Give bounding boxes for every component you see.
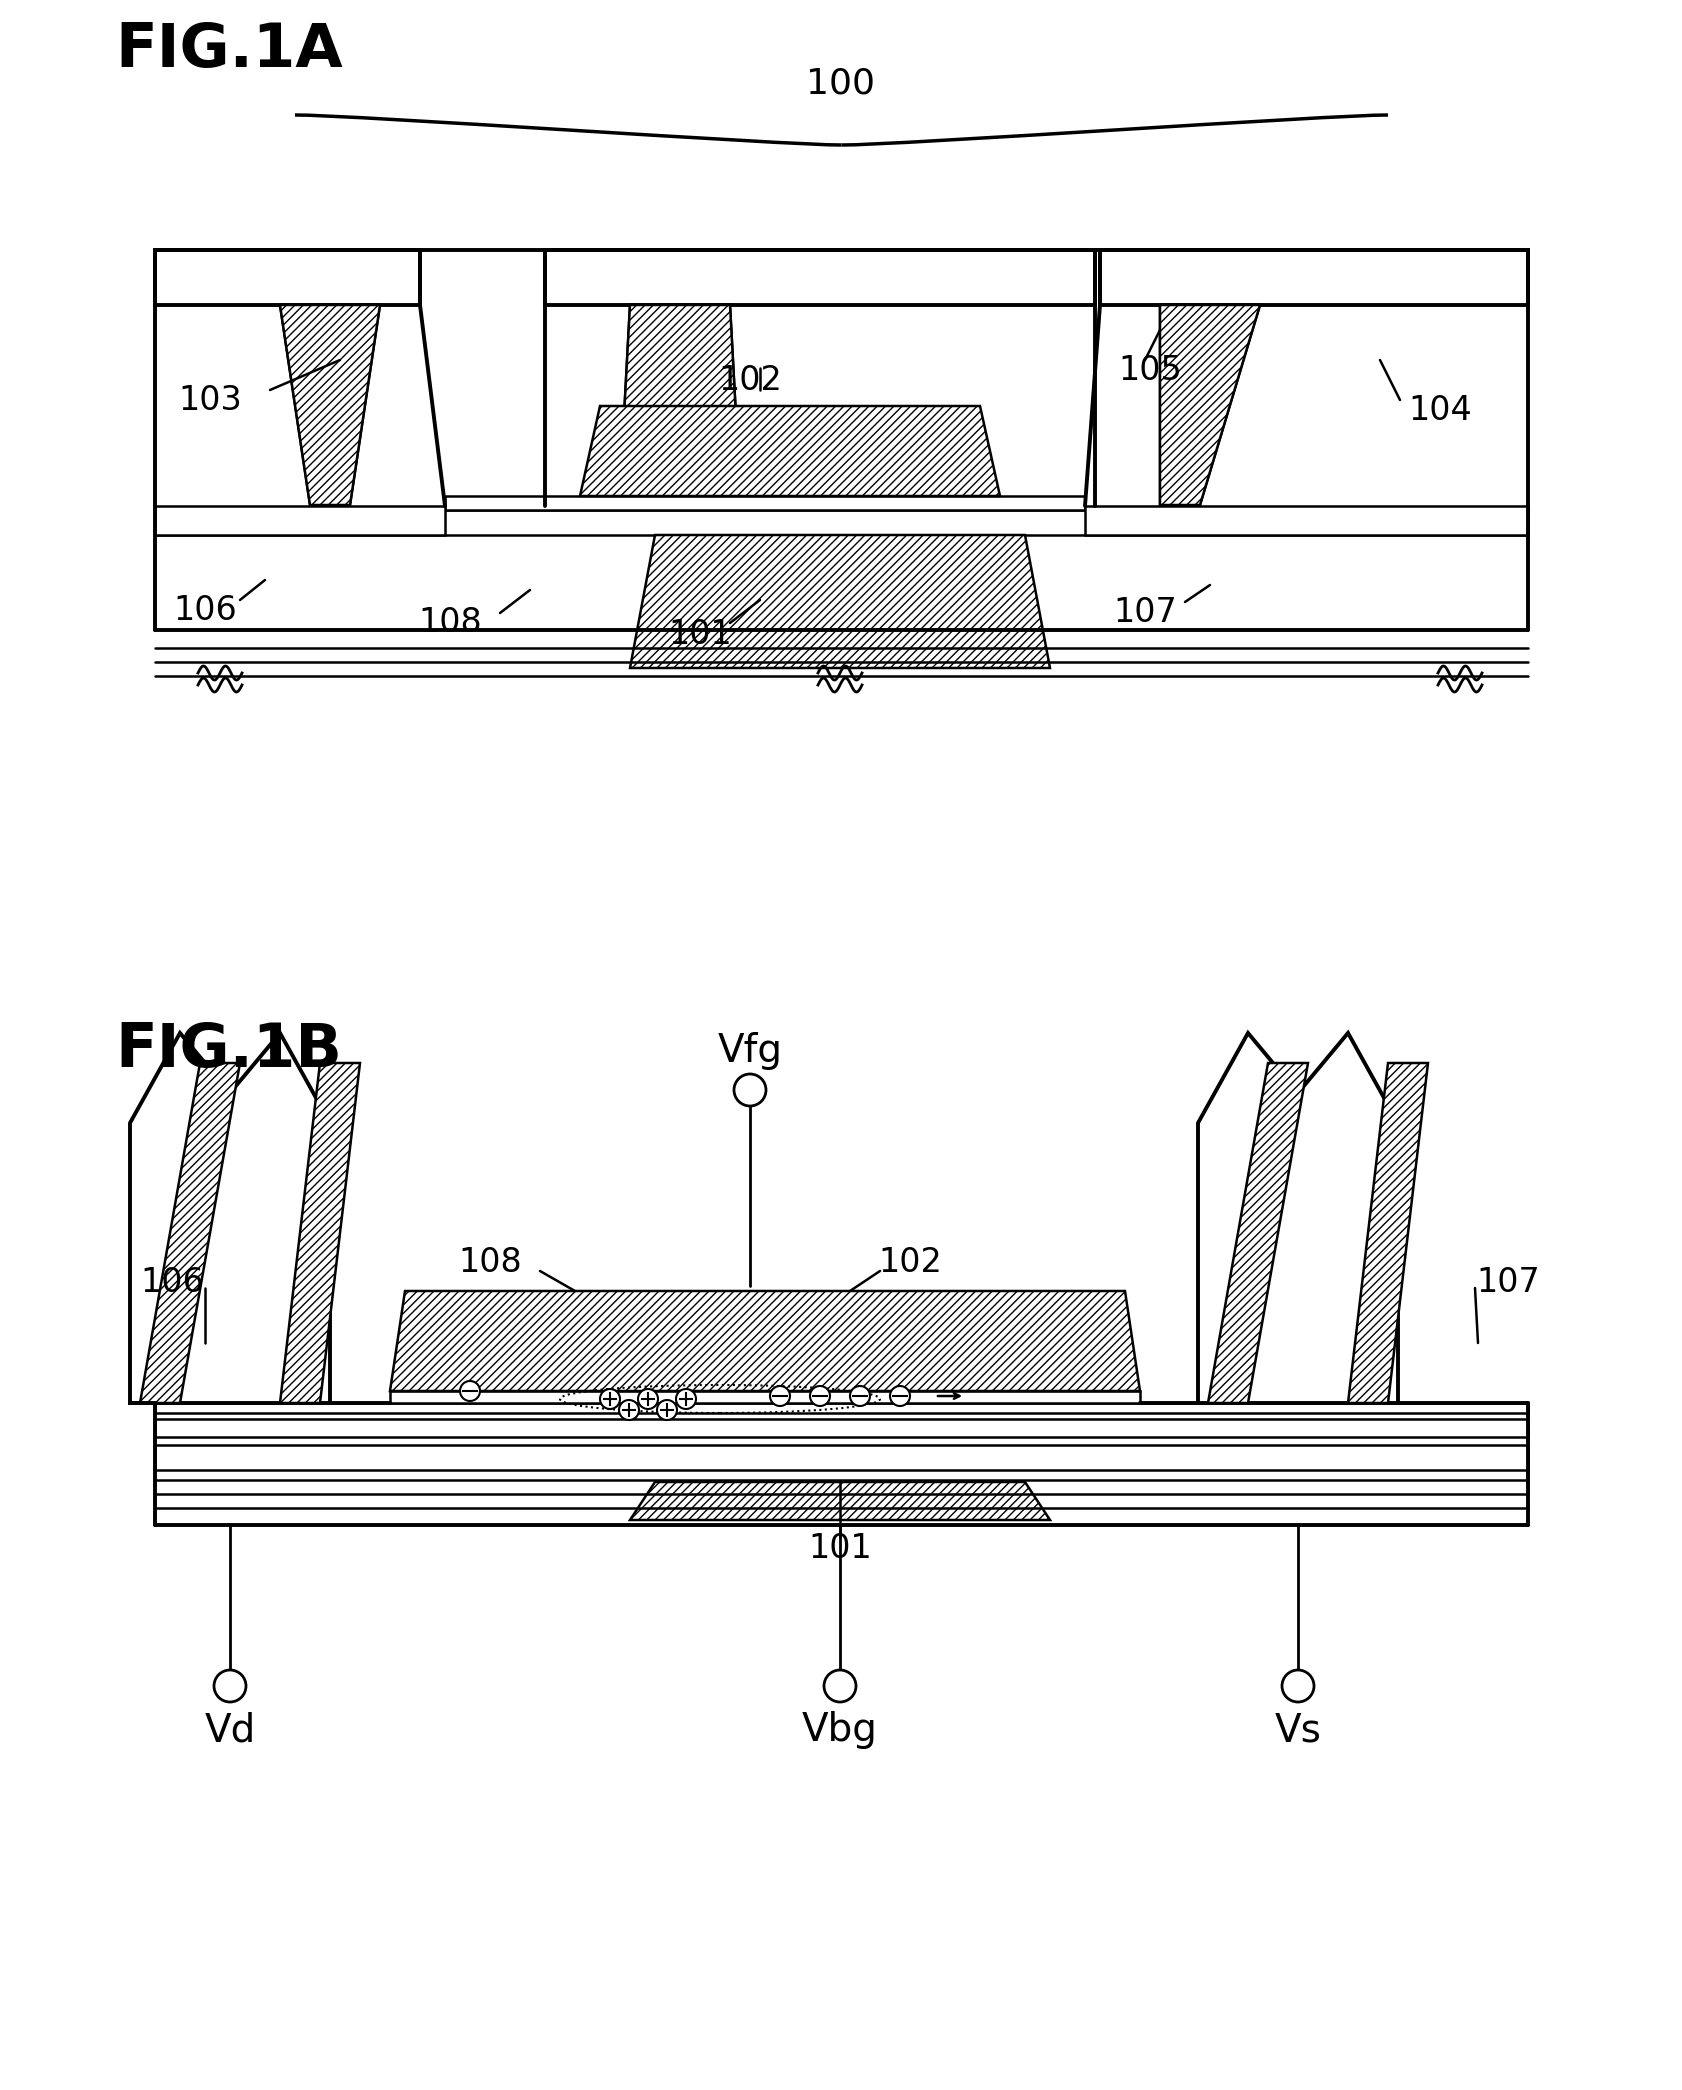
Text: 108: 108 <box>458 1246 521 1279</box>
Text: Vd: Vd <box>204 1712 256 1749</box>
Polygon shape <box>629 535 1050 669</box>
Polygon shape <box>140 1064 241 1402</box>
Polygon shape <box>155 1402 1527 1413</box>
Text: 103: 103 <box>178 382 242 416</box>
Circle shape <box>459 1381 479 1400</box>
Circle shape <box>1282 1670 1314 1701</box>
Circle shape <box>214 1670 246 1701</box>
Circle shape <box>809 1386 829 1407</box>
Text: Vfg: Vfg <box>717 1032 782 1070</box>
Text: 101: 101 <box>668 619 732 652</box>
Text: 106: 106 <box>140 1267 204 1300</box>
Polygon shape <box>444 495 1085 510</box>
Text: FIG.1A: FIG.1A <box>114 21 343 79</box>
Polygon shape <box>155 506 444 535</box>
Polygon shape <box>545 251 1095 305</box>
Polygon shape <box>1100 251 1527 305</box>
Polygon shape <box>1159 305 1260 506</box>
Polygon shape <box>155 1419 1527 1438</box>
Circle shape <box>824 1670 856 1701</box>
Circle shape <box>637 1390 658 1409</box>
Polygon shape <box>1198 1032 1398 1402</box>
Text: 107: 107 <box>1112 596 1176 629</box>
Polygon shape <box>279 1064 360 1402</box>
Circle shape <box>676 1390 696 1409</box>
Polygon shape <box>580 405 999 495</box>
Text: 105: 105 <box>1117 353 1181 387</box>
Circle shape <box>890 1386 910 1407</box>
Text: Vbg: Vbg <box>802 1712 878 1749</box>
Polygon shape <box>1208 1064 1307 1402</box>
Text: 102: 102 <box>718 364 782 397</box>
Circle shape <box>619 1400 639 1419</box>
Polygon shape <box>619 305 740 491</box>
Circle shape <box>600 1390 619 1409</box>
Text: 107: 107 <box>1475 1267 1539 1300</box>
Polygon shape <box>629 1482 1050 1519</box>
Circle shape <box>656 1400 676 1419</box>
Circle shape <box>849 1386 870 1407</box>
Text: FIG.1B: FIG.1B <box>114 1020 341 1081</box>
Text: 104: 104 <box>1408 393 1472 426</box>
Text: 100: 100 <box>806 67 875 100</box>
Polygon shape <box>390 1292 1139 1392</box>
Polygon shape <box>155 1444 1527 1469</box>
Polygon shape <box>390 1392 1139 1402</box>
Text: 101: 101 <box>807 1532 871 1565</box>
Polygon shape <box>1347 1064 1426 1402</box>
Polygon shape <box>155 510 1527 535</box>
Polygon shape <box>279 305 380 506</box>
Text: Vs: Vs <box>1273 1712 1320 1749</box>
Polygon shape <box>1085 506 1527 535</box>
Text: 102: 102 <box>878 1246 942 1279</box>
Circle shape <box>770 1386 789 1407</box>
Circle shape <box>733 1074 765 1106</box>
Text: 106: 106 <box>173 594 237 627</box>
Polygon shape <box>130 1032 330 1402</box>
Polygon shape <box>155 251 420 305</box>
Text: 108: 108 <box>417 606 481 640</box>
